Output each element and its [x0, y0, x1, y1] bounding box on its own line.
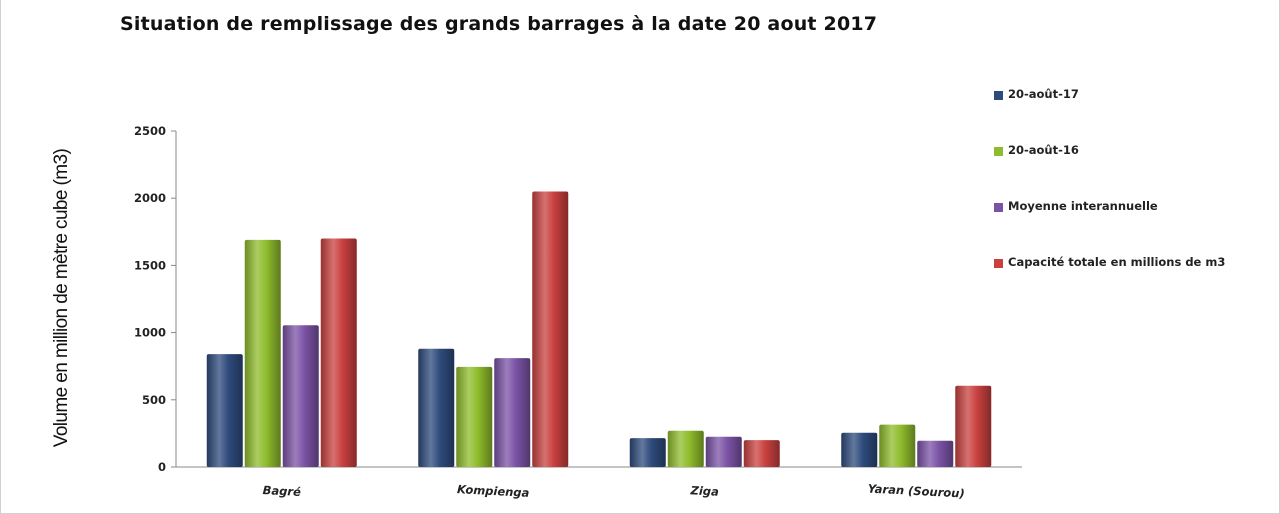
legend-label: 20-août-16	[1008, 143, 1079, 157]
bar	[206, 354, 243, 467]
legend-label: 20-août-17	[1008, 87, 1079, 101]
legend-label: Moyenne interannuelle	[1008, 199, 1158, 213]
bar	[841, 432, 878, 467]
chart-title: Situation de remplissage des grands barr…	[120, 13, 878, 35]
bar	[532, 191, 569, 468]
bar	[320, 238, 357, 467]
y-tick-label: 1500	[134, 258, 166, 272]
bar	[705, 436, 742, 467]
legend-swatch	[994, 259, 1003, 268]
bar	[494, 358, 531, 467]
legend-item: Capacité totale en millions de m3	[994, 256, 1263, 269]
axes	[171, 130, 1022, 468]
bar	[917, 440, 954, 467]
legend-swatch	[994, 203, 1003, 212]
x-tick-label: Kompienga	[457, 482, 530, 500]
bar	[879, 424, 916, 467]
legend-label: Capacité totale en millions de m3	[1008, 255, 1226, 269]
legend-swatch	[994, 147, 1003, 156]
y-tick-label: 500	[142, 393, 166, 407]
bar	[418, 348, 455, 467]
legend-item: 20-août-16	[994, 144, 1263, 157]
bar	[244, 239, 281, 467]
x-tick-label: Yaran (Sourou)	[867, 481, 965, 500]
legend-item: Moyenne interannuelle	[994, 200, 1263, 213]
bar	[629, 438, 666, 467]
legend-item: 20-août-17	[994, 88, 1263, 101]
bars	[206, 191, 992, 468]
y-tick-label: 2500	[134, 124, 166, 138]
bar	[667, 430, 704, 467]
x-tick-label: Bagré	[262, 483, 301, 499]
x-tick-label: Ziga	[689, 483, 719, 499]
bar	[743, 440, 780, 467]
bar	[955, 385, 992, 467]
bar	[456, 366, 493, 467]
y-tick-label: 2000	[134, 191, 166, 205]
tick-labels: 0 500 1000 1500 2000 2500 Bagré Kompienga Ziga Ya…	[134, 124, 965, 501]
y-tick-label: 1000	[134, 326, 166, 340]
y-tick-label: 0	[158, 460, 166, 474]
legend-swatch	[994, 91, 1003, 100]
bar	[282, 325, 319, 467]
